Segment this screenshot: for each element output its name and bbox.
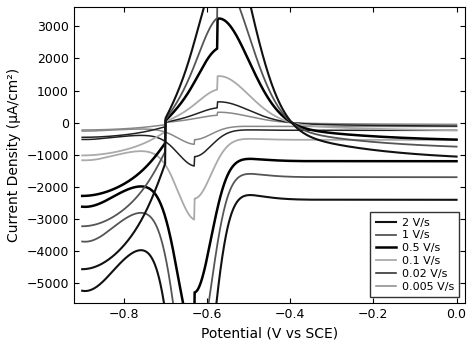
0.5 V/s bbox=[130, 186, 136, 190]
0.02 V/s bbox=[454, 128, 459, 133]
Line: 1 V/s: 1 V/s bbox=[82, 174, 456, 347]
0.1 V/s bbox=[79, 158, 85, 162]
0.02 V/s bbox=[215, 138, 220, 142]
2 V/s bbox=[454, 198, 459, 202]
1 V/s bbox=[79, 239, 85, 244]
1 V/s bbox=[226, 191, 232, 195]
2 V/s bbox=[79, 289, 85, 293]
0.5 V/s bbox=[236, 159, 242, 163]
0.005 V/s bbox=[191, 142, 197, 146]
Line: 0.5 V/s: 0.5 V/s bbox=[82, 159, 456, 339]
0.5 V/s bbox=[431, 159, 437, 163]
0.005 V/s bbox=[79, 129, 85, 133]
1 V/s bbox=[215, 241, 220, 245]
1 V/s bbox=[236, 175, 242, 179]
2 V/s bbox=[431, 198, 437, 202]
2 V/s bbox=[226, 220, 232, 225]
2 V/s bbox=[215, 291, 220, 295]
0.005 V/s bbox=[247, 124, 253, 128]
0.02 V/s bbox=[226, 130, 232, 135]
0.02 V/s bbox=[130, 134, 136, 138]
0.5 V/s bbox=[226, 170, 232, 175]
0.005 V/s bbox=[130, 127, 136, 131]
2 V/s bbox=[130, 251, 136, 255]
0.5 V/s bbox=[215, 206, 220, 210]
0.1 V/s bbox=[215, 159, 220, 163]
0.02 V/s bbox=[247, 128, 253, 132]
0.5 V/s bbox=[169, 241, 174, 245]
0.1 V/s bbox=[247, 137, 253, 141]
Line: 2 V/s: 2 V/s bbox=[82, 195, 456, 347]
0.1 V/s bbox=[191, 218, 197, 222]
0.005 V/s bbox=[431, 125, 437, 129]
0.1 V/s bbox=[226, 143, 232, 147]
Line: 0.02 V/s: 0.02 V/s bbox=[82, 130, 456, 166]
Legend: 2 V/s, 1 V/s, 0.5 V/s, 0.1 V/s, 0.02 V/s, 0.005 V/s: 2 V/s, 1 V/s, 0.5 V/s, 0.1 V/s, 0.02 V/s… bbox=[370, 212, 459, 297]
0.02 V/s bbox=[169, 145, 174, 149]
0.02 V/s bbox=[236, 128, 242, 133]
1 V/s bbox=[431, 175, 437, 179]
0.005 V/s bbox=[215, 129, 220, 133]
0.1 V/s bbox=[454, 138, 459, 142]
1 V/s bbox=[169, 291, 174, 295]
0.02 V/s bbox=[79, 137, 85, 142]
1 V/s bbox=[130, 212, 136, 217]
0.1 V/s bbox=[236, 138, 242, 142]
0.005 V/s bbox=[236, 125, 242, 129]
0.5 V/s bbox=[79, 205, 85, 209]
1 V/s bbox=[454, 175, 459, 179]
0.5 V/s bbox=[454, 159, 459, 163]
2 V/s bbox=[247, 193, 253, 197]
0.02 V/s bbox=[191, 164, 197, 168]
0.005 V/s bbox=[226, 126, 232, 130]
0.02 V/s bbox=[431, 128, 437, 133]
Line: 0.005 V/s: 0.005 V/s bbox=[82, 126, 456, 144]
Line: 0.1 V/s: 0.1 V/s bbox=[82, 139, 456, 220]
0.005 V/s bbox=[454, 125, 459, 129]
0.1 V/s bbox=[169, 175, 174, 179]
1 V/s bbox=[247, 172, 253, 176]
X-axis label: Potential (V vs SCE): Potential (V vs SCE) bbox=[201, 326, 338, 340]
0.005 V/s bbox=[169, 133, 174, 137]
Y-axis label: Current Density (μA/cm²): Current Density (μA/cm²) bbox=[7, 68, 21, 242]
0.5 V/s bbox=[247, 157, 253, 161]
0.5 V/s bbox=[191, 337, 197, 341]
0.1 V/s bbox=[130, 150, 136, 154]
0.1 V/s bbox=[431, 138, 437, 142]
2 V/s bbox=[236, 198, 242, 202]
